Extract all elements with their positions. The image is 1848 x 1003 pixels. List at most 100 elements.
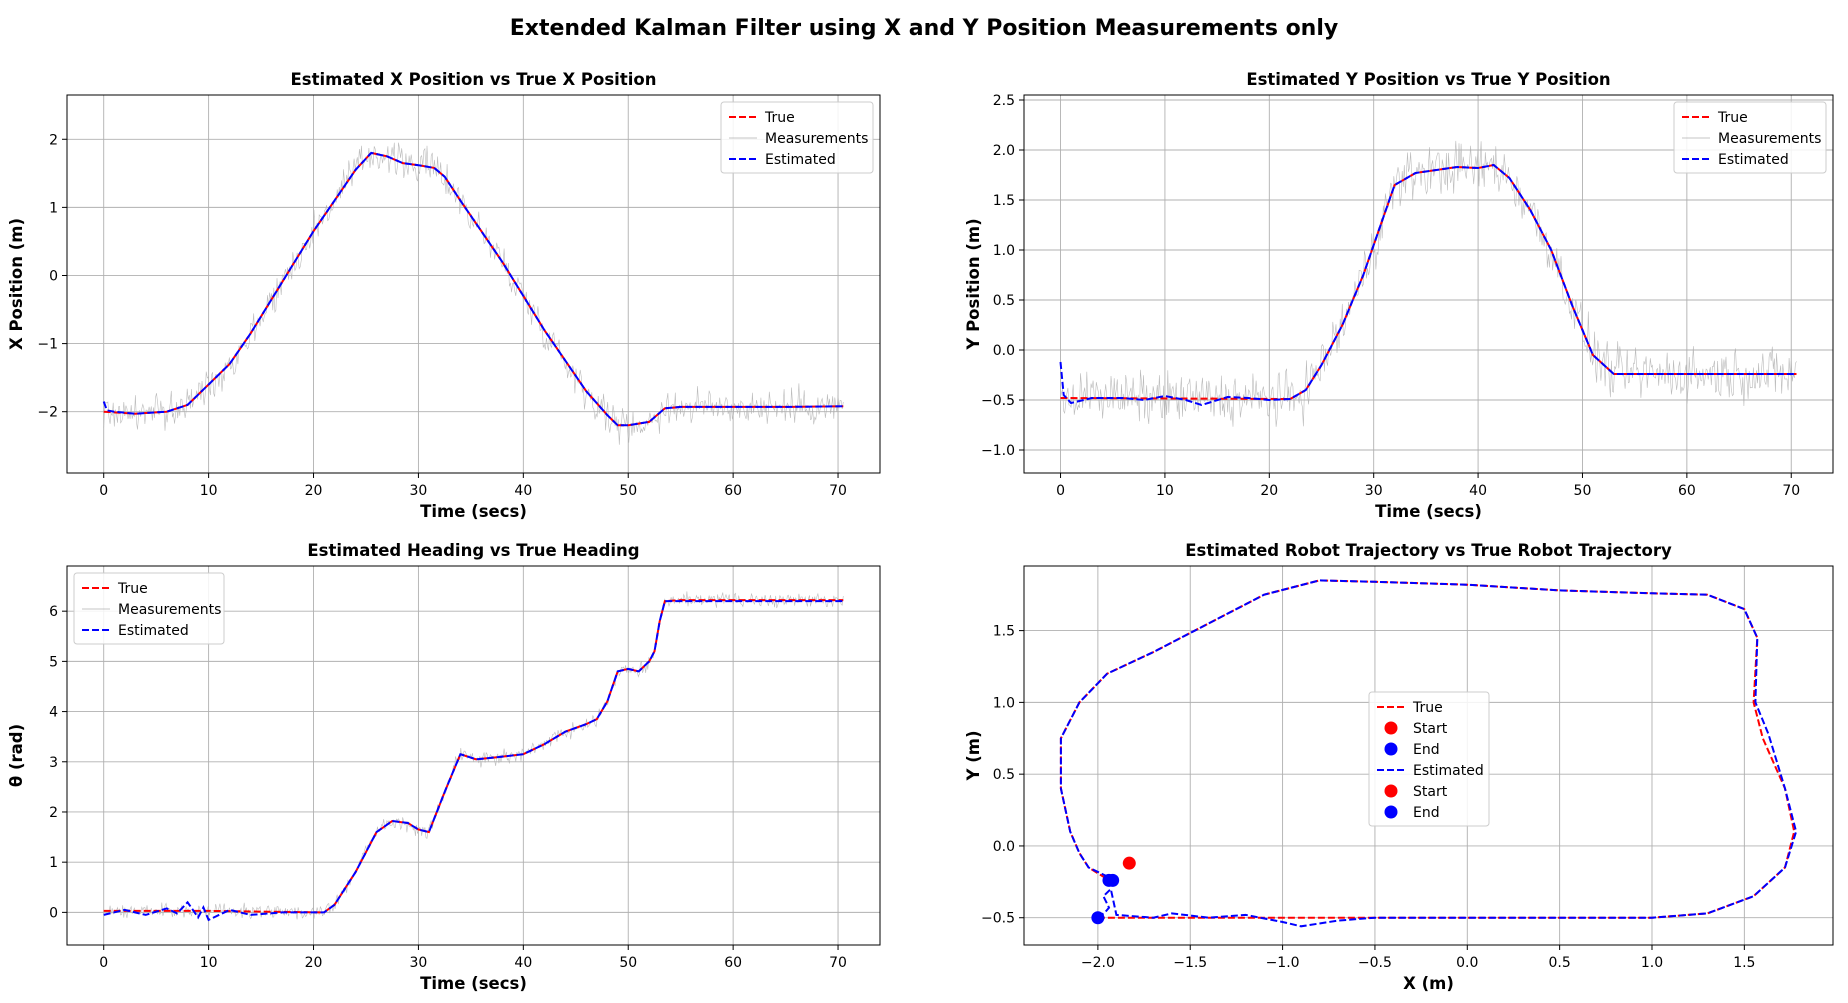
x-tick-label: 40 — [514, 955, 532, 971]
legend-marker-end — [1384, 805, 1398, 819]
legend-label: True — [1717, 110, 1748, 126]
y-axis-label: Y Position (m) — [964, 218, 983, 350]
legend-marker-start — [1384, 721, 1398, 735]
panel-title: Estimated X Position vs True X Position — [291, 70, 657, 89]
x-tick-label: 30 — [410, 955, 428, 971]
grid — [1024, 95, 1833, 473]
x-tick-label: 40 — [514, 483, 532, 499]
x-tick-label: 0 — [99, 483, 108, 499]
x-tick-label: 10 — [200, 483, 218, 499]
y-tick-label: −1 — [37, 337, 58, 353]
x-tick-label: 10 — [1156, 483, 1174, 499]
legend-marker-start — [1384, 784, 1398, 798]
x-tick-label: −2.0 — [1081, 955, 1115, 971]
legend-label: Estimated — [118, 623, 189, 639]
x-axis-label: Time (secs) — [1375, 502, 1482, 521]
y-tick-label: −1.0 — [981, 443, 1015, 459]
axes-frame — [66, 565, 881, 946]
y-axis-label: X Position (m) — [7, 218, 26, 350]
y-tick-label: 0 — [49, 905, 58, 921]
y-tick-label: 0 — [49, 268, 58, 284]
legend-marker-end — [1384, 742, 1398, 756]
axes-frame — [1023, 565, 1834, 946]
y-tick-label: 1.0 — [993, 243, 1015, 259]
x-tick-label: 0 — [1056, 483, 1065, 499]
y-tick-label: 1.5 — [993, 193, 1015, 209]
y-tick-label: 3 — [49, 755, 58, 771]
x-tick-label: 50 — [619, 955, 637, 971]
axes-frame — [66, 94, 881, 474]
y-tick-label: 2 — [49, 805, 58, 821]
legend-label: Estimated — [765, 152, 836, 168]
y-tick-label: 0.5 — [993, 767, 1015, 783]
x-tick-label: −0.5 — [1358, 955, 1392, 971]
panel-heading: 0 10 20 30 40 50 60 70 0 1 2 3 4 5 6 Estimated Heading … — [7, 541, 881, 993]
legend-label: Measurements — [118, 602, 221, 618]
x-tick-label: 50 — [619, 483, 637, 499]
plot-area — [102, 142, 844, 445]
y-tick-label: 2 — [49, 132, 58, 148]
series-measurements — [1060, 140, 1797, 427]
y-tick-label: 4 — [49, 705, 58, 721]
series-estimated — [1059, 163, 1797, 407]
x-tick-label: 30 — [1365, 483, 1383, 499]
panel-y-position: 0 10 20 30 40 50 60 70 −1.0 −0.5 0.0 0.5 1.0 1.5 2.0 2.… — [964, 70, 1834, 521]
legend-box — [1368, 691, 1490, 827]
y-tick-label: 2.0 — [993, 143, 1015, 159]
plot-area — [1059, 579, 1798, 928]
series-true — [103, 599, 844, 914]
y-axis-label: Y (m) — [964, 731, 983, 782]
y-tick-label: −0.5 — [981, 911, 1015, 927]
x-tick-label: 30 — [410, 483, 428, 499]
legend-box — [73, 572, 225, 645]
x-axis-label: X (m) — [1403, 974, 1454, 993]
series-estimated — [102, 151, 844, 427]
legend-label: Measurements — [765, 131, 868, 147]
x-tick-label: −1.5 — [1173, 955, 1207, 971]
legend-label: True — [1412, 700, 1443, 716]
marker-end — [1102, 873, 1116, 887]
x-tick-label: 0 — [99, 955, 108, 971]
x-tick-label: −1.0 — [1266, 955, 1300, 971]
legend: True Measurements Estimated — [720, 101, 874, 174]
x-tick-label: 60 — [724, 955, 742, 971]
x-tick-label: 60 — [724, 483, 742, 499]
x-tick-label: 10 — [200, 955, 218, 971]
x-tick-label: 1.0 — [1641, 955, 1663, 971]
y-tick-label: 1 — [49, 200, 58, 216]
legend-label: True — [117, 581, 148, 597]
x-tick-label: 70 — [1782, 483, 1800, 499]
series-measurements — [103, 142, 844, 445]
y-tick-label: 1 — [49, 855, 58, 871]
legend-label: End — [1413, 742, 1440, 758]
marker-start — [1091, 911, 1105, 925]
legend: True Measurements Estimated — [73, 572, 225, 645]
x-tick-label: 60 — [1678, 483, 1696, 499]
legend-label: Start — [1413, 784, 1448, 800]
panel-trajectory: −2.0 −1.5 −1.0 −0.5 0.0 0.5 1.0 1.5 −0.5 0.0 0.5 1.… — [964, 541, 1834, 993]
y-tick-label: 0.0 — [993, 839, 1015, 855]
legend-label: Estimated — [1718, 152, 1789, 168]
marker-start — [1122, 856, 1136, 870]
series-estimated — [103, 600, 844, 922]
y-tick-label: 0.0 — [993, 343, 1015, 359]
legend: True Measurements Estimated — [1673, 101, 1827, 174]
y-axis-label: θ (rad) — [7, 724, 26, 787]
y-tick-label: 2.5 — [993, 93, 1015, 109]
panel-title: Estimated Robot Trajectory vs True Robot… — [1185, 541, 1672, 560]
plot-area — [103, 591, 844, 922]
y-tick-label: 5 — [49, 654, 58, 670]
panel-title: Estimated Heading vs True Heading — [307, 541, 639, 560]
y-tick-label: 0.5 — [993, 293, 1015, 309]
y-tick-label: −0.5 — [981, 393, 1015, 409]
y-tick-label: 1.5 — [993, 624, 1015, 640]
x-tick-label: 70 — [829, 483, 847, 499]
legend: True Start End Estimated Start End — [1368, 691, 1490, 827]
legend-box — [1673, 101, 1827, 174]
axes-frame — [1023, 94, 1834, 474]
legend-box — [720, 101, 874, 174]
legend-label: Measurements — [1718, 131, 1821, 147]
legend-label: Start — [1413, 721, 1448, 737]
x-tick-label: 70 — [829, 955, 847, 971]
